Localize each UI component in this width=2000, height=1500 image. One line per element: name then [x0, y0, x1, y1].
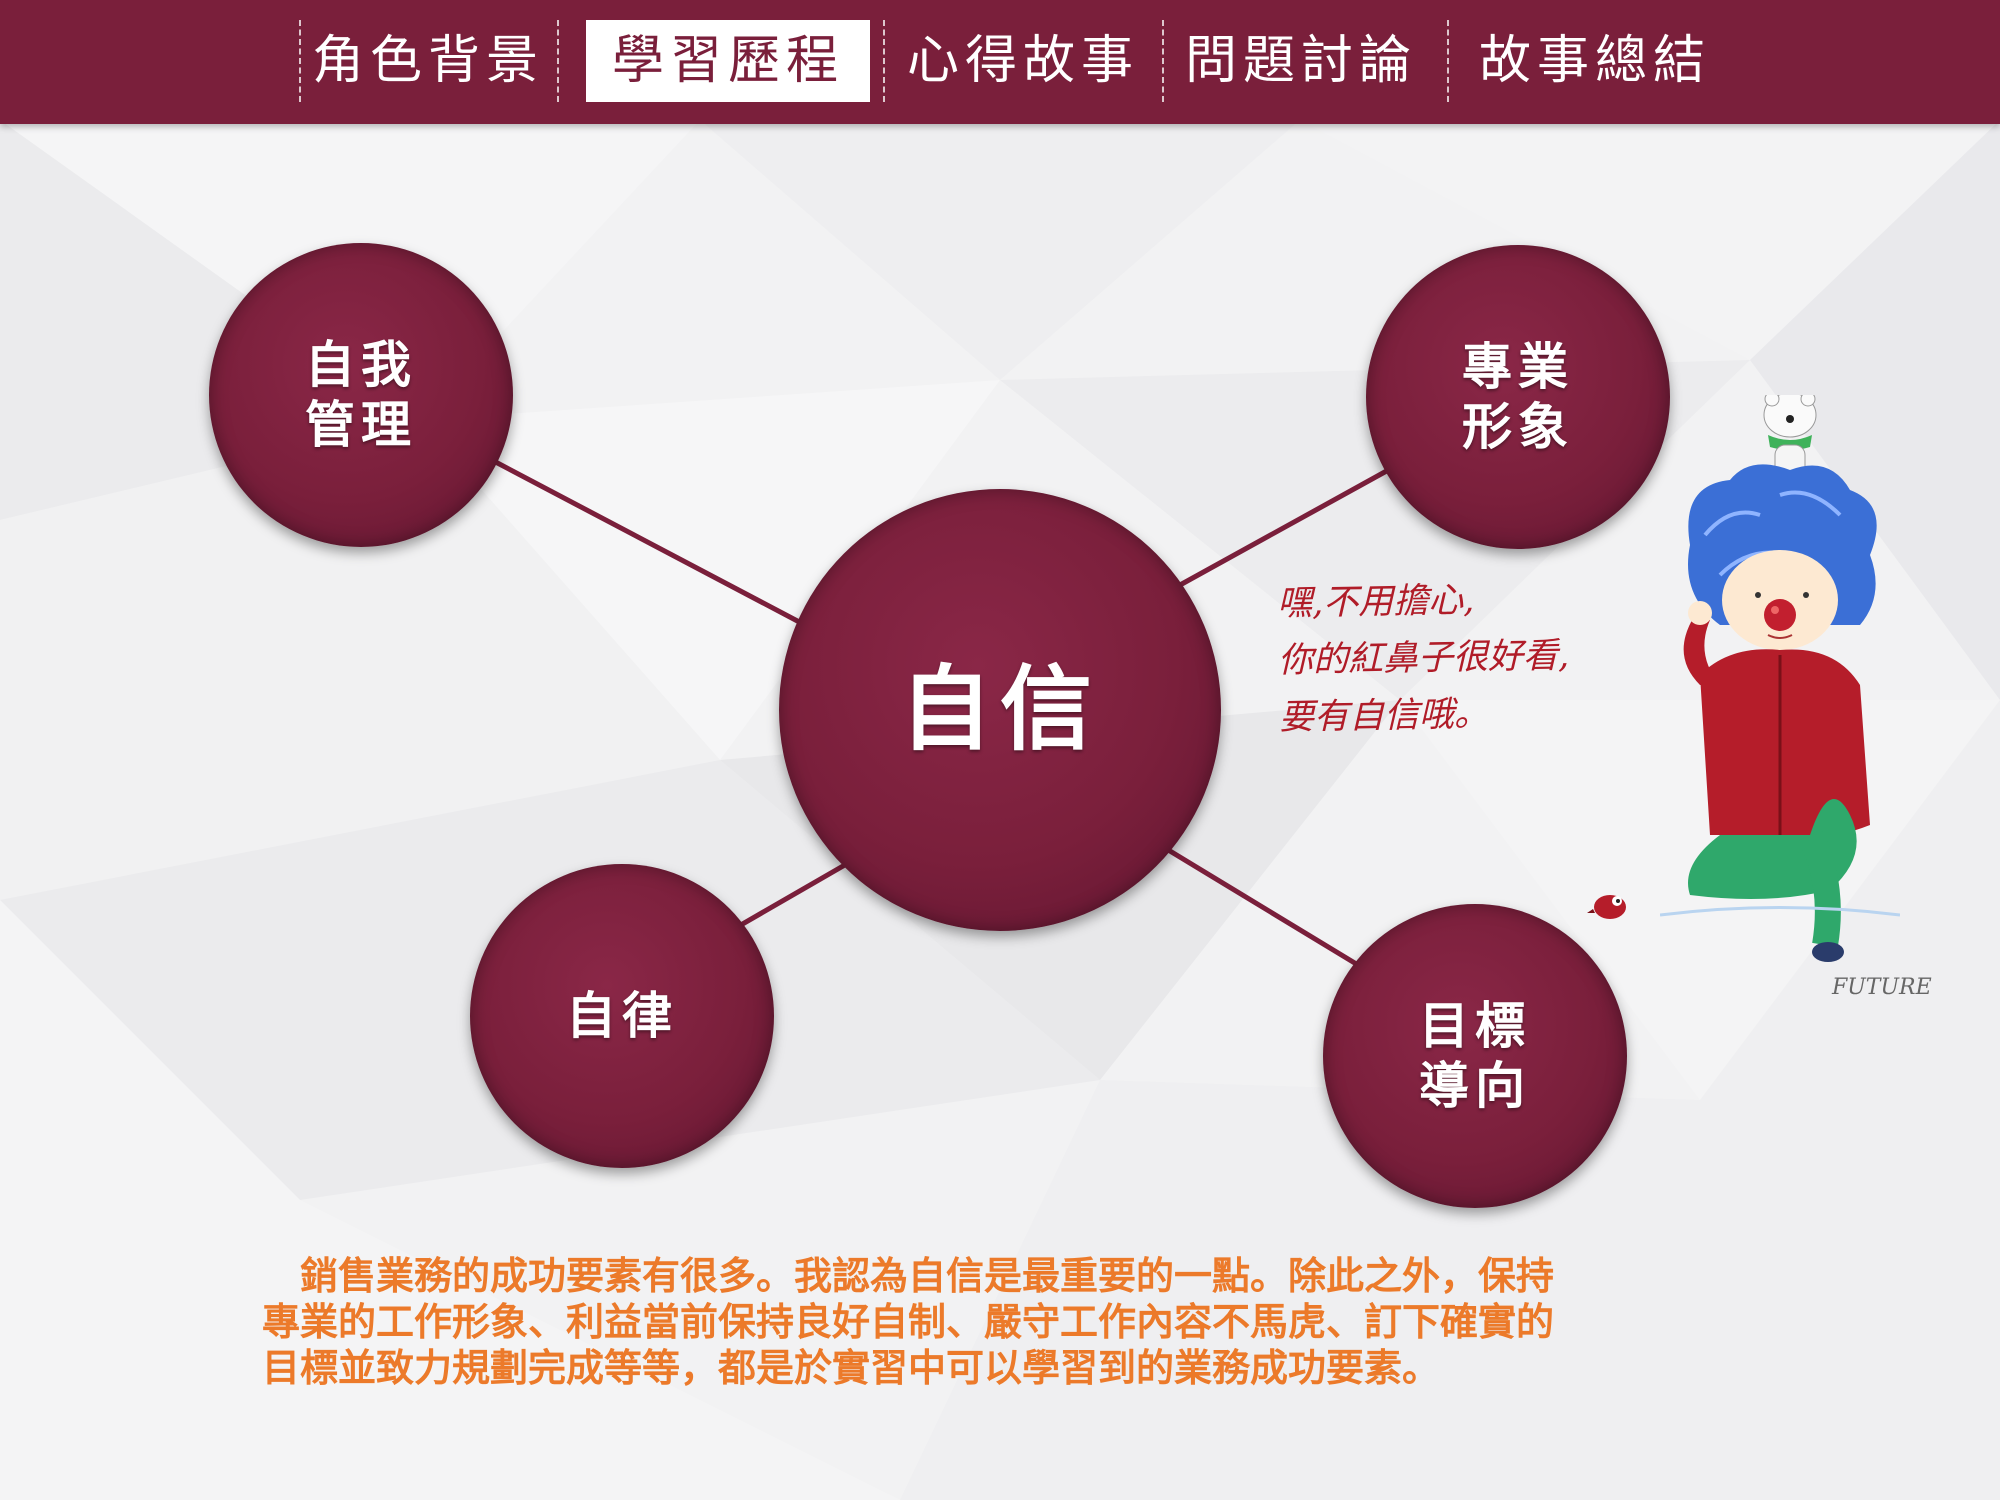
node-label: 目標 導向	[1419, 997, 1531, 1115]
speech-text: 嘿,不用擔心, 你的紅鼻子很好看, 要有自信哦。	[1277, 570, 1620, 747]
clown-character-illustration	[1660, 395, 1900, 962]
caption-line: 目標並致力規劃完成等等，都是於實習中可以學習到的業務成功要素。	[262, 1346, 1441, 1390]
node-self-management: 自我 管理	[209, 243, 513, 547]
artist-signature: FUTURE	[1832, 975, 1932, 1000]
tab-separator	[557, 20, 559, 102]
caption-line: 專業的工作形象、利益當前保持良好自制、嚴守工作內容不馬虎、訂下確實的	[262, 1300, 1555, 1344]
node-label: 專業 形象	[1462, 338, 1574, 456]
node-label: 自信	[899, 656, 1100, 763]
caption-paragraph: 銷售業務的成功要素有很多。我認為自信是最重要的一點。除此之外，保持 專業的工作形…	[262, 1253, 1802, 1391]
speech-line: 要有自信哦。	[1278, 694, 1490, 738]
node-confidence-center: 自信	[779, 489, 1221, 931]
caption-line: 銷售業務的成功要素有很多。我認為自信是最重要的一點。除此之外，保持	[262, 1254, 1555, 1298]
speech-line: 嘿,不用擔心,	[1276, 580, 1475, 624]
tab-separator	[299, 20, 301, 102]
speech-line: 你的紅鼻子很好看,	[1277, 635, 1570, 681]
node-professional-image: 專業 形象	[1366, 245, 1670, 549]
tab-reflection-story[interactable]: 心得故事	[906, 31, 1139, 91]
tab-learning-process[interactable]: 學習歷程	[586, 20, 870, 102]
node-self-discipline: 自律	[470, 864, 774, 1168]
tab-story-summary[interactable]: 故事總結	[1478, 31, 1711, 91]
tab-separator	[883, 20, 885, 102]
tab-character-background[interactable]: 角色背景	[311, 31, 544, 91]
bird-icon	[1587, 895, 1626, 919]
node-label: 自我 管理	[305, 336, 417, 454]
node-goal-oriented: 目標 導向	[1323, 904, 1627, 1208]
node-label: 自律	[566, 987, 678, 1045]
tab-separator	[1162, 20, 1164, 102]
tab-discussion[interactable]: 問題討論	[1184, 31, 1417, 91]
top-navigation-bar: 角色背景 學習歷程 心得故事 問題討論 故事總結	[0, 0, 2000, 124]
tab-separator	[1447, 20, 1449, 102]
